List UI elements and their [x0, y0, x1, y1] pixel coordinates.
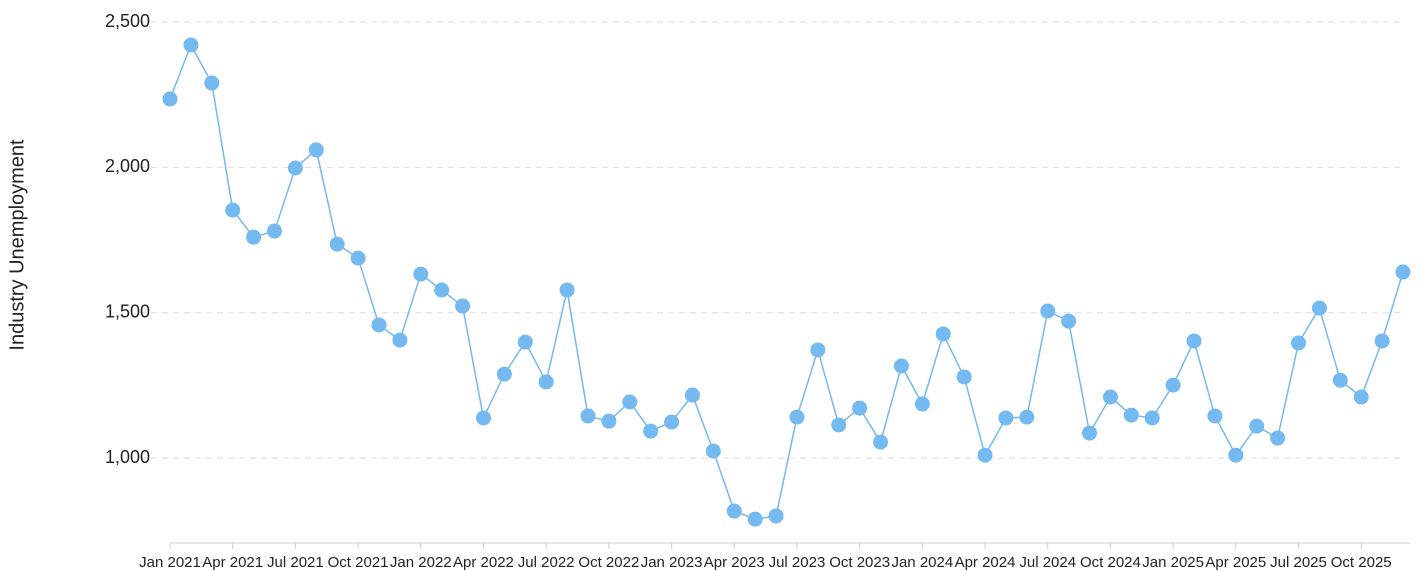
point: [684, 387, 700, 403]
point: [1061, 313, 1077, 329]
point: [873, 434, 889, 450]
point: [1374, 333, 1390, 349]
point: [329, 236, 345, 252]
y-tick-label: 2,500: [105, 11, 150, 31]
point: [246, 229, 262, 245]
point: [225, 202, 241, 218]
x-tick-label: Oct 2025: [1331, 554, 1392, 571]
x-tick-label: Oct 2023: [829, 554, 890, 571]
point: [392, 332, 408, 348]
point: [496, 366, 512, 382]
point: [434, 282, 450, 298]
point: [204, 75, 220, 91]
point: [831, 417, 847, 433]
point: [1395, 264, 1411, 280]
x-tick-label: Apr 2021: [202, 554, 263, 571]
point: [914, 396, 930, 412]
line: [169, 43, 1404, 520]
point: [998, 410, 1014, 426]
point: [1165, 377, 1181, 393]
point: [580, 408, 596, 424]
x-tick-label: Jul 2021: [267, 554, 324, 571]
point: [664, 414, 680, 430]
point: [768, 508, 784, 524]
x-tick-label: Oct 2021: [328, 554, 389, 571]
x-tick-label: Jan 2024: [891, 554, 953, 571]
y-tick-label: 2,000: [105, 156, 150, 176]
x-tick-label: Oct 2022: [578, 554, 639, 571]
point: [1040, 303, 1056, 319]
x-tick-label: Jan 2022: [390, 554, 452, 571]
point: [1270, 430, 1286, 446]
x-tick-label: Jul 2022: [518, 554, 575, 571]
x-tick-label: Apr 2023: [704, 554, 765, 571]
point: [517, 334, 533, 350]
x-tick-label: Apr 2022: [453, 554, 514, 571]
point: [1207, 408, 1223, 424]
point: [1249, 418, 1265, 434]
x-tick-label: Jul 2024: [1019, 554, 1076, 571]
point: [538, 374, 554, 390]
x-tick-label: Oct 2024: [1080, 554, 1141, 571]
point: [1019, 409, 1035, 425]
point: [935, 326, 951, 342]
x-tick-label: Jan 2023: [641, 554, 703, 571]
point: [287, 160, 303, 176]
point: [1228, 447, 1244, 463]
point: [789, 409, 805, 425]
point: [183, 37, 199, 53]
point: [1082, 425, 1098, 441]
point: [726, 503, 742, 519]
x-tick-label: Jan 2021: [139, 554, 201, 571]
x-tick-label: Jul 2025: [1270, 554, 1327, 571]
x-tick-label: Apr 2025: [1205, 554, 1266, 571]
point: [956, 369, 972, 385]
point: [643, 423, 659, 439]
point: [1144, 410, 1160, 426]
point: [308, 142, 324, 158]
x-tick-label: Jan 2025: [1142, 554, 1204, 571]
point: [1311, 300, 1327, 316]
point: [1353, 389, 1369, 405]
point: [810, 342, 826, 358]
y-tick-label: 1,000: [105, 447, 150, 467]
x-tick-label: Jul 2023: [769, 554, 826, 571]
y-axis-label: Industry Unemployment: [6, 139, 28, 351]
point: [413, 266, 429, 282]
x-tick-label: Apr 2024: [955, 554, 1016, 571]
point: [1291, 335, 1307, 351]
point: [559, 282, 575, 298]
point: [266, 223, 282, 239]
y-tick-label: 1,500: [105, 301, 150, 321]
point: [977, 447, 993, 463]
point: [371, 317, 387, 333]
point: [852, 400, 868, 416]
point: [350, 250, 366, 266]
point: [1186, 333, 1202, 349]
point: [622, 394, 638, 410]
point: [893, 358, 909, 374]
point: [601, 413, 617, 429]
point: [705, 443, 721, 459]
point: [1102, 389, 1118, 405]
point: [747, 511, 763, 527]
point: [162, 91, 178, 107]
point: [475, 410, 491, 426]
point: [1332, 372, 1348, 388]
point: [455, 298, 471, 314]
point: [1123, 407, 1139, 423]
